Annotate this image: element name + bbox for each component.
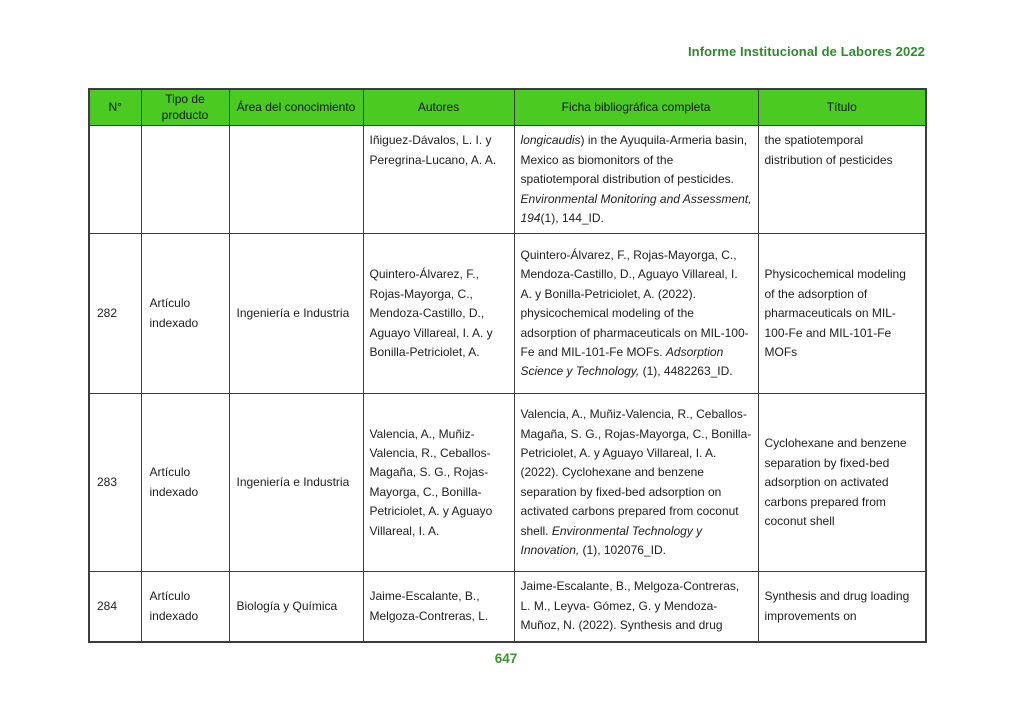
- cell-ficha-bibliografica: Jaime-Escalante, B., Melgoza-Contreras, …: [513, 571, 759, 643]
- cell-titulo: Synthesis and drug loading improvements …: [757, 571, 927, 643]
- cell-tipo-producto: [140, 125, 230, 235]
- cell-numero: [88, 125, 142, 235]
- cell-tipo-producto: Artículo indexado: [140, 571, 230, 643]
- cell-area-conocimiento: Ingeniería e Industria: [228, 233, 364, 395]
- cell-tipo-producto: Artículo indexado: [140, 393, 230, 573]
- column-header-autores: Autores: [362, 88, 515, 127]
- table-row: 283 Artículo indexado Ingeniería e Indus…: [88, 393, 927, 573]
- cell-autores: Valencia, A., Muñiz-Valencia, R., Ceball…: [362, 393, 515, 573]
- publications-table: N° Tipo de producto Área del conocimient…: [88, 88, 927, 643]
- table-header: N° Tipo de producto Área del conocimient…: [88, 88, 927, 127]
- page-header: Informe Institucional de Labores 2022: [88, 44, 925, 59]
- cell-titulo: Cyclohexane and benzene separation by fi…: [757, 393, 927, 573]
- cell-autores: Iñiguez-Dávalos, L. I. y Peregrina-Lucan…: [362, 125, 515, 235]
- cell-numero: 283: [88, 393, 142, 573]
- column-header-area: Área del conocimiento: [228, 88, 364, 127]
- column-header-ficha: Ficha bibliográfica completa: [513, 88, 759, 127]
- table-row: 282 Artículo indexado Ingeniería e Indus…: [88, 233, 927, 395]
- page-number: 647: [494, 651, 518, 666]
- cell-titulo: the spatiotemporal distribution of pesti…: [757, 125, 927, 235]
- cell-autores: Quintero-Álvarez, F., Rojas-Mayorga, C.,…: [362, 233, 515, 395]
- column-header-numero: N°: [88, 88, 142, 127]
- report-title: Informe Institucional de Labores 2022: [687, 44, 925, 59]
- cell-numero: 282: [88, 233, 142, 395]
- column-header-titulo: Título: [757, 88, 927, 127]
- cell-ficha-bibliografica: longicaudis) in the Ayuquila-Armeria bas…: [513, 125, 759, 235]
- cell-tipo-producto: Artículo indexado: [140, 233, 230, 395]
- cell-numero: 284: [88, 571, 142, 643]
- table-row: 284 Artículo indexado Biología y Química…: [88, 571, 927, 643]
- cell-area-conocimiento: Biología y Química: [228, 571, 364, 643]
- table-body: Iñiguez-Dávalos, L. I. y Peregrina-Lucan…: [88, 125, 927, 643]
- cell-area-conocimiento: Ingeniería e Industria: [228, 393, 364, 573]
- cell-ficha-bibliografica: Valencia, A., Muñiz-Valencia, R., Ceball…: [513, 393, 759, 573]
- cell-titulo: Physicochemical modeling of the adsorpti…: [757, 233, 927, 395]
- cell-area-conocimiento: [228, 125, 364, 235]
- page-footer: 647: [0, 650, 1012, 668]
- cell-ficha-bibliografica: Quintero-Álvarez, F., Rojas-Mayorga, C.,…: [513, 233, 759, 395]
- column-header-tipo-producto: Tipo de producto: [140, 88, 230, 127]
- table-header-row: N° Tipo de producto Área del conocimient…: [88, 88, 927, 127]
- table-row: Iñiguez-Dávalos, L. I. y Peregrina-Lucan…: [88, 125, 927, 235]
- cell-autores: Jaime-Escalante, B., Melgoza-Contreras, …: [362, 571, 515, 643]
